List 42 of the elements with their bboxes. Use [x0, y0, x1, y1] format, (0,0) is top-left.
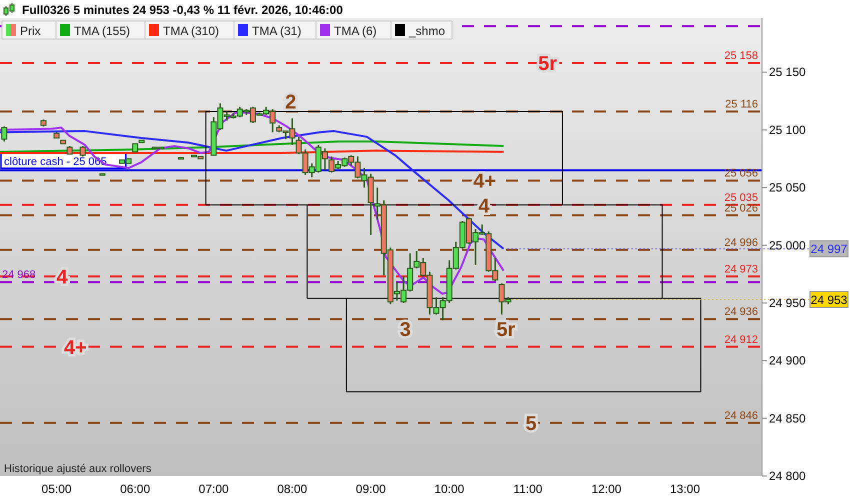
- x-tick-label: 13:00: [670, 482, 700, 496]
- legend-label: TMA (6): [334, 24, 377, 38]
- x-tick-label: 09:00: [356, 482, 386, 496]
- annotation: Historique ajusté aux rollovers: [4, 463, 152, 475]
- ref-line-label: 24 846: [724, 410, 758, 422]
- annotation: 24 997: [810, 242, 848, 256]
- y-tick-label: 24 800: [769, 469, 806, 483]
- annotation: 4+: [64, 336, 87, 359]
- y-tick-label: 25 150: [769, 65, 806, 80]
- y-tick-label: 25 050: [769, 180, 806, 195]
- ref-line-label: 25 026: [724, 202, 758, 214]
- annotation: 3: [400, 319, 411, 342]
- ref-line-label: 25 035: [724, 192, 758, 204]
- legend-label: _shmo: [408, 24, 446, 38]
- legend-label: TMA (310): [163, 24, 220, 38]
- legend-label: TMA (31): [252, 24, 302, 38]
- x-tick-label: 07:00: [198, 482, 230, 496]
- ref-line-label: 24 912: [724, 334, 758, 346]
- x-tick-label: 05:00: [42, 482, 72, 496]
- annotation: 5r: [496, 319, 516, 342]
- annotation: 24 953: [810, 292, 848, 307]
- x-tick-label: 08:00: [277, 482, 308, 496]
- y-tick-label: 24 900: [769, 354, 806, 368]
- ref-line-label: 25 158: [724, 50, 758, 62]
- y-tick-label: 24 950: [769, 296, 806, 310]
- ref-line-label: 25 056: [724, 168, 758, 180]
- chart-title: Full0326 5 minutes 24 953 -0,43 % 11 févr. 2026, 10:46:00: [22, 3, 344, 17]
- x-tick-label: 11:00: [513, 482, 543, 496]
- annotation: 4: [56, 266, 68, 288]
- legend-label: Prix: [20, 24, 41, 38]
- y-tick-label: 25 100: [769, 122, 806, 137]
- annotation: 2: [285, 91, 296, 114]
- legend-label: TMA (155): [74, 24, 130, 38]
- y-tick-label: 25 000: [769, 238, 806, 252]
- ref-line-label: 24 996: [724, 236, 758, 249]
- ref-line-label: 24 973: [724, 263, 758, 276]
- y-tick-label: 24 850: [769, 411, 806, 426]
- ref-line-label: 24 936: [724, 306, 758, 318]
- x-tick-label: 12:00: [591, 482, 622, 496]
- ref-line-label: 25 116: [725, 98, 758, 110]
- x-tick-label: 06:00: [120, 482, 150, 496]
- x-tick-label: 10:00: [434, 482, 465, 496]
